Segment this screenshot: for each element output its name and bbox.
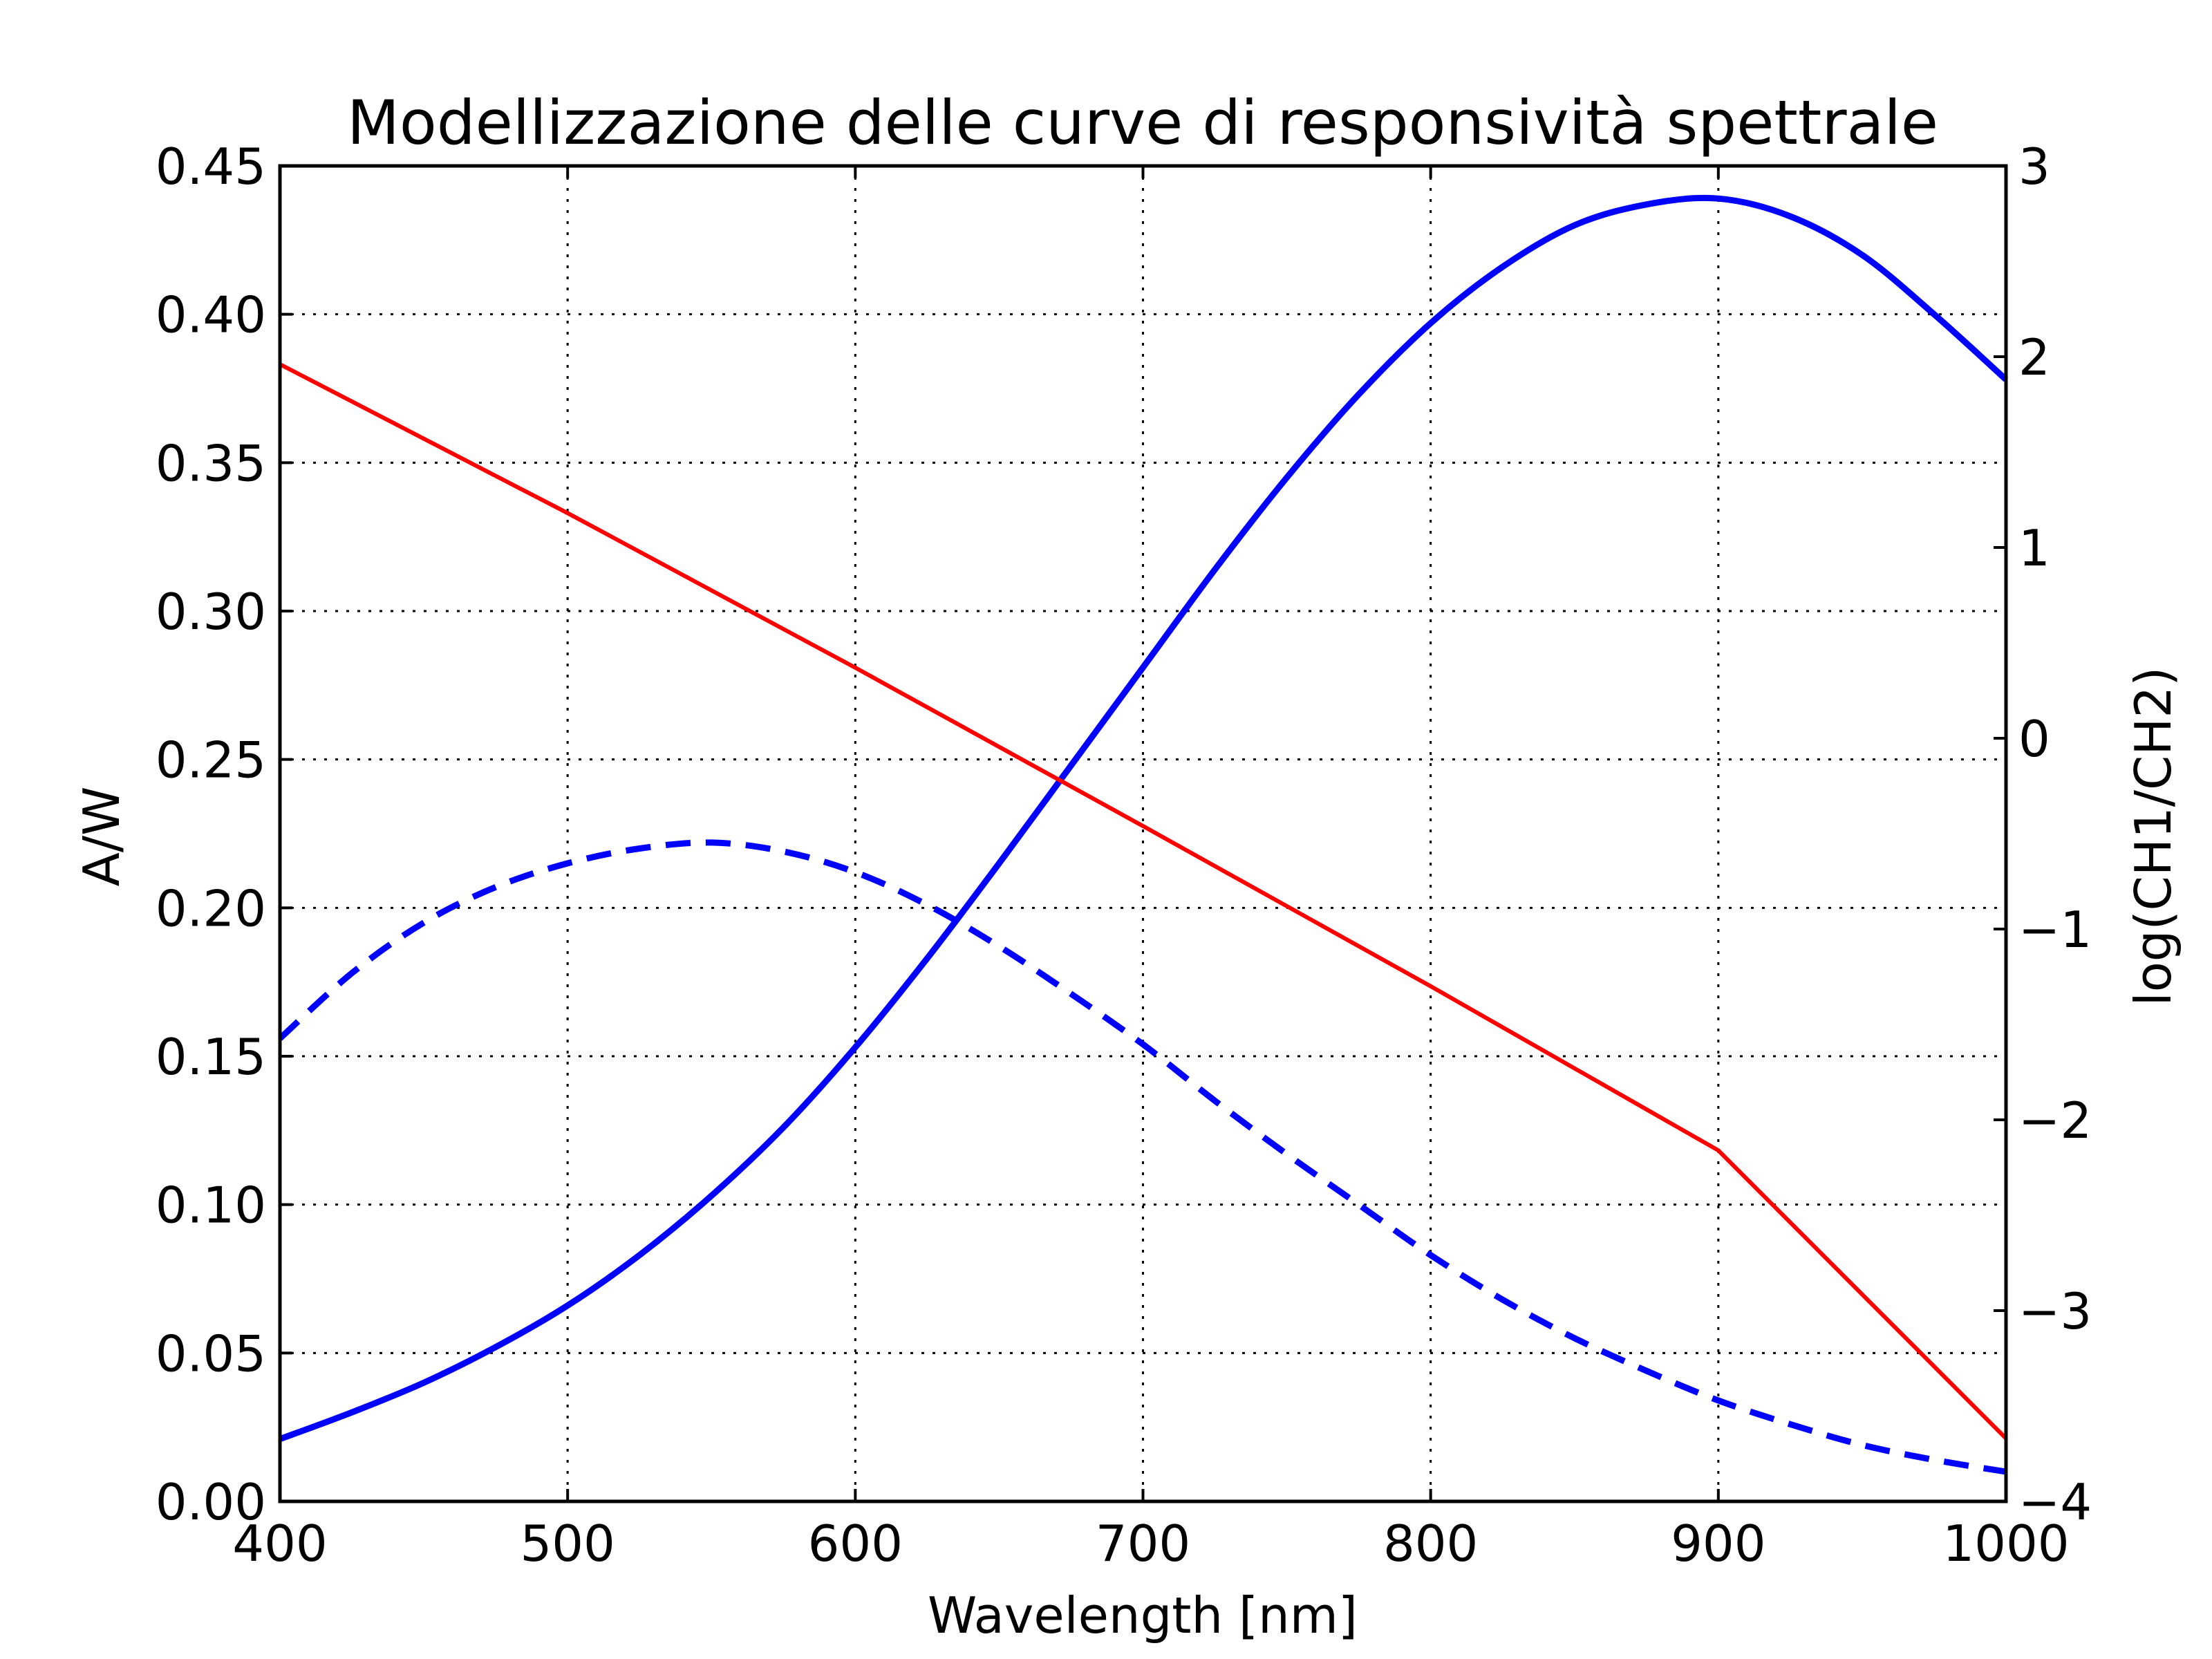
axis-ticks (279, 165, 2007, 1503)
x-tick-label: 1000 (1942, 1515, 2069, 1573)
y2-tick-label: −1 (2018, 901, 2092, 959)
x-axis-label: Wavelength [nm] (928, 1586, 1358, 1644)
y-tick-label: 0.20 (156, 879, 266, 937)
y-tick-label: 0.40 (156, 286, 266, 344)
y-tick-label: 0.05 (156, 1324, 266, 1382)
y-tick-label: 0.00 (156, 1473, 266, 1531)
y-tick-label: 0.30 (156, 583, 266, 641)
y2-tick-label: 2 (2018, 328, 2050, 386)
y-tick-label: 0.35 (156, 434, 266, 492)
x-tick-label: 600 (808, 1515, 903, 1573)
chart-title: Modellizzazione delle curve di responsiv… (347, 87, 1938, 158)
x-tick-label: 700 (1096, 1515, 1190, 1573)
y2-tick-label: −2 (2018, 1091, 2092, 1150)
y-tick-label: 0.45 (156, 138, 266, 196)
y2-tick-label: −3 (2018, 1282, 2092, 1340)
y2-tick-label: 1 (2018, 519, 2050, 577)
y-axis-label: A/W (73, 787, 131, 887)
series-layer (277, 194, 2009, 1475)
y-tick-label: 0.15 (156, 1028, 266, 1086)
y2-axis-label: log(CH1/CH2) (2124, 667, 2182, 1006)
series-blue-dashed (277, 839, 2007, 1475)
series-red (279, 362, 2008, 1441)
series-blue-solid (279, 194, 2009, 1443)
x-tick-label: 800 (1383, 1515, 1478, 1573)
grid-lines (280, 166, 2006, 1501)
x-tick-label: 900 (1671, 1515, 1765, 1573)
tick-labels: 400 500 600 700 800 900 1000 0.00 0.05 0.10 0.15 0.… (156, 138, 2092, 1573)
y2-tick-label: −4 (2018, 1473, 2092, 1531)
y-tick-label: 0.10 (156, 1177, 266, 1235)
y2-tick-label: 3 (2018, 138, 2050, 196)
y-tick-label: 0.25 (156, 731, 266, 789)
y2-tick-label: 0 (2018, 710, 2050, 768)
x-tick-label: 500 (520, 1515, 615, 1573)
x-tick-label: 400 (232, 1515, 327, 1573)
